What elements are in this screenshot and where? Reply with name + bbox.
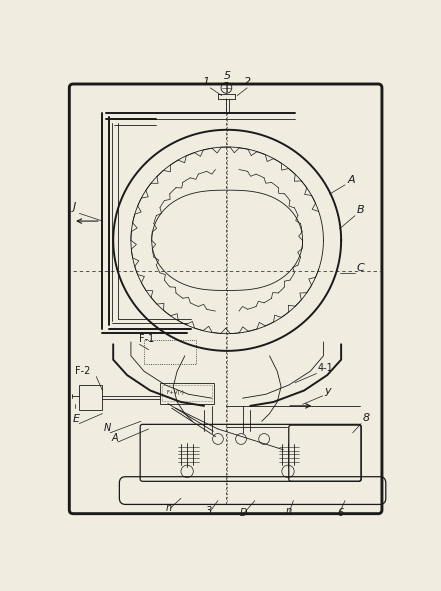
Text: F-2: F-2 xyxy=(75,365,90,375)
Text: F+V(-): F+V(-) xyxy=(167,390,184,395)
Text: N: N xyxy=(104,423,111,433)
Text: n: n xyxy=(165,504,172,514)
Text: 5: 5 xyxy=(224,70,231,80)
Bar xyxy=(160,383,214,404)
Text: C: C xyxy=(356,263,364,273)
Bar xyxy=(79,385,102,410)
Text: E: E xyxy=(73,414,80,424)
Text: 6: 6 xyxy=(337,508,344,518)
Text: 4-1: 4-1 xyxy=(318,363,334,374)
Text: D: D xyxy=(239,508,247,518)
Text: 2: 2 xyxy=(243,77,251,87)
Text: n: n xyxy=(286,506,292,517)
Text: 1: 1 xyxy=(203,77,210,87)
Text: B: B xyxy=(356,205,364,215)
Text: y: y xyxy=(324,387,331,397)
Text: A: A xyxy=(112,433,118,443)
Text: 3: 3 xyxy=(206,506,213,517)
Text: A: A xyxy=(348,174,355,184)
Text: J: J xyxy=(73,202,76,212)
Text: 8: 8 xyxy=(363,413,370,423)
Bar xyxy=(162,385,212,401)
Text: F-1: F-1 xyxy=(139,334,155,344)
